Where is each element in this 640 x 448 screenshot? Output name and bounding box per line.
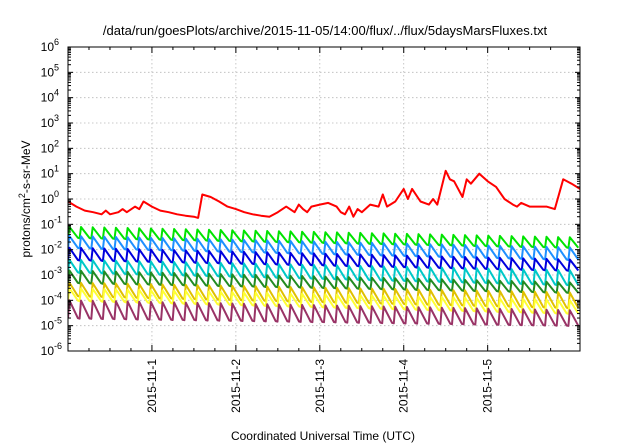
y-tick-exponent: 6 <box>54 37 59 47</box>
y-axis-label: protons/cm2-s-sr-MeV <box>17 140 33 257</box>
y-tick-base: 10 <box>41 243 55 257</box>
series-line-8 <box>68 287 580 315</box>
y-axis-label-tail: -s-sr-MeV <box>19 140 33 193</box>
y-tick-exponent: 5 <box>54 62 59 72</box>
y-tick-base: 10 <box>41 344 55 358</box>
y-tick-base: 10 <box>41 293 55 307</box>
x-tick-label: 2015-11-5 <box>481 359 495 413</box>
y-tick-exponent: 0 <box>54 189 59 199</box>
y-tick-exponent: 3 <box>54 113 59 123</box>
y-tick-exponent: -1 <box>54 214 62 224</box>
series-line-9 <box>68 299 580 327</box>
series-line-4 <box>68 246 580 272</box>
series-line-2 <box>68 225 580 249</box>
series-line-3 <box>68 234 580 261</box>
y-axis-label-main: protons/cm <box>19 198 33 257</box>
y-tick-base: 10 <box>41 268 55 282</box>
series-line-1 <box>68 169 580 219</box>
y-tick-exponent: -4 <box>54 290 62 300</box>
y-tick-label: 10 <box>41 167 55 181</box>
y-tick-exponent: 1 <box>54 164 59 174</box>
series-line-7 <box>68 281 580 310</box>
y-tick-exponent: -5 <box>54 316 62 326</box>
y-axis-label-sup: 2 <box>17 193 27 198</box>
series-line-6 <box>68 269 580 294</box>
y-tick-label: 10 <box>41 91 55 105</box>
y-tick-label: 10 <box>41 293 55 307</box>
y-tick-base: 10 <box>41 217 55 231</box>
y-tick-label: 10 <box>41 116 55 130</box>
y-tick-label: 10 <box>41 344 55 358</box>
plot-frame <box>67 46 581 352</box>
x-tick-label: 2015-11-2 <box>229 359 243 413</box>
x-tick-label: 2015-11-4 <box>397 359 411 413</box>
x-tick-label: 2015-11-3 <box>313 359 327 413</box>
data-series <box>68 169 580 327</box>
y-tick-exponent: 4 <box>54 88 59 98</box>
chart-title: /data/run/goesPlots/archive/2015-11-05/1… <box>103 23 548 38</box>
y-tick-base: 10 <box>41 319 55 333</box>
y-tick-label: 10 <box>41 141 55 155</box>
y-tick-exponent: -2 <box>54 240 62 250</box>
y-tick-label: 10 <box>41 319 55 333</box>
y-tick-base: 10 <box>41 141 55 155</box>
y-tick-base: 10 <box>41 167 55 181</box>
y-tick-base: 10 <box>41 40 55 54</box>
y-tick-label: 10 <box>41 40 55 54</box>
series-line-5 <box>68 258 580 287</box>
y-tick-base: 10 <box>41 91 55 105</box>
y-tick-exponent: -3 <box>54 265 62 275</box>
y-tick-label: 10 <box>41 243 55 257</box>
axes: 10 -610 -510 -410 -310 -210 -110 010 110 210 310 41… <box>41 37 580 413</box>
y-tick-label: 10 <box>41 217 55 231</box>
x-tick-label: 2015-11-1 <box>145 359 159 413</box>
x-axis-label: Coordinated Universal Time (UTC) <box>231 429 415 443</box>
y-tick-exponent: 2 <box>54 138 59 148</box>
y-tick-label: 10 <box>41 65 55 79</box>
y-tick-base: 10 <box>41 116 55 130</box>
y-tick-base: 10 <box>41 192 55 206</box>
y-tick-label: 10 <box>41 192 55 206</box>
y-tick-label: 10 <box>41 268 55 282</box>
y-tick-base: 10 <box>41 65 55 79</box>
y-tick-exponent: -6 <box>54 341 62 351</box>
